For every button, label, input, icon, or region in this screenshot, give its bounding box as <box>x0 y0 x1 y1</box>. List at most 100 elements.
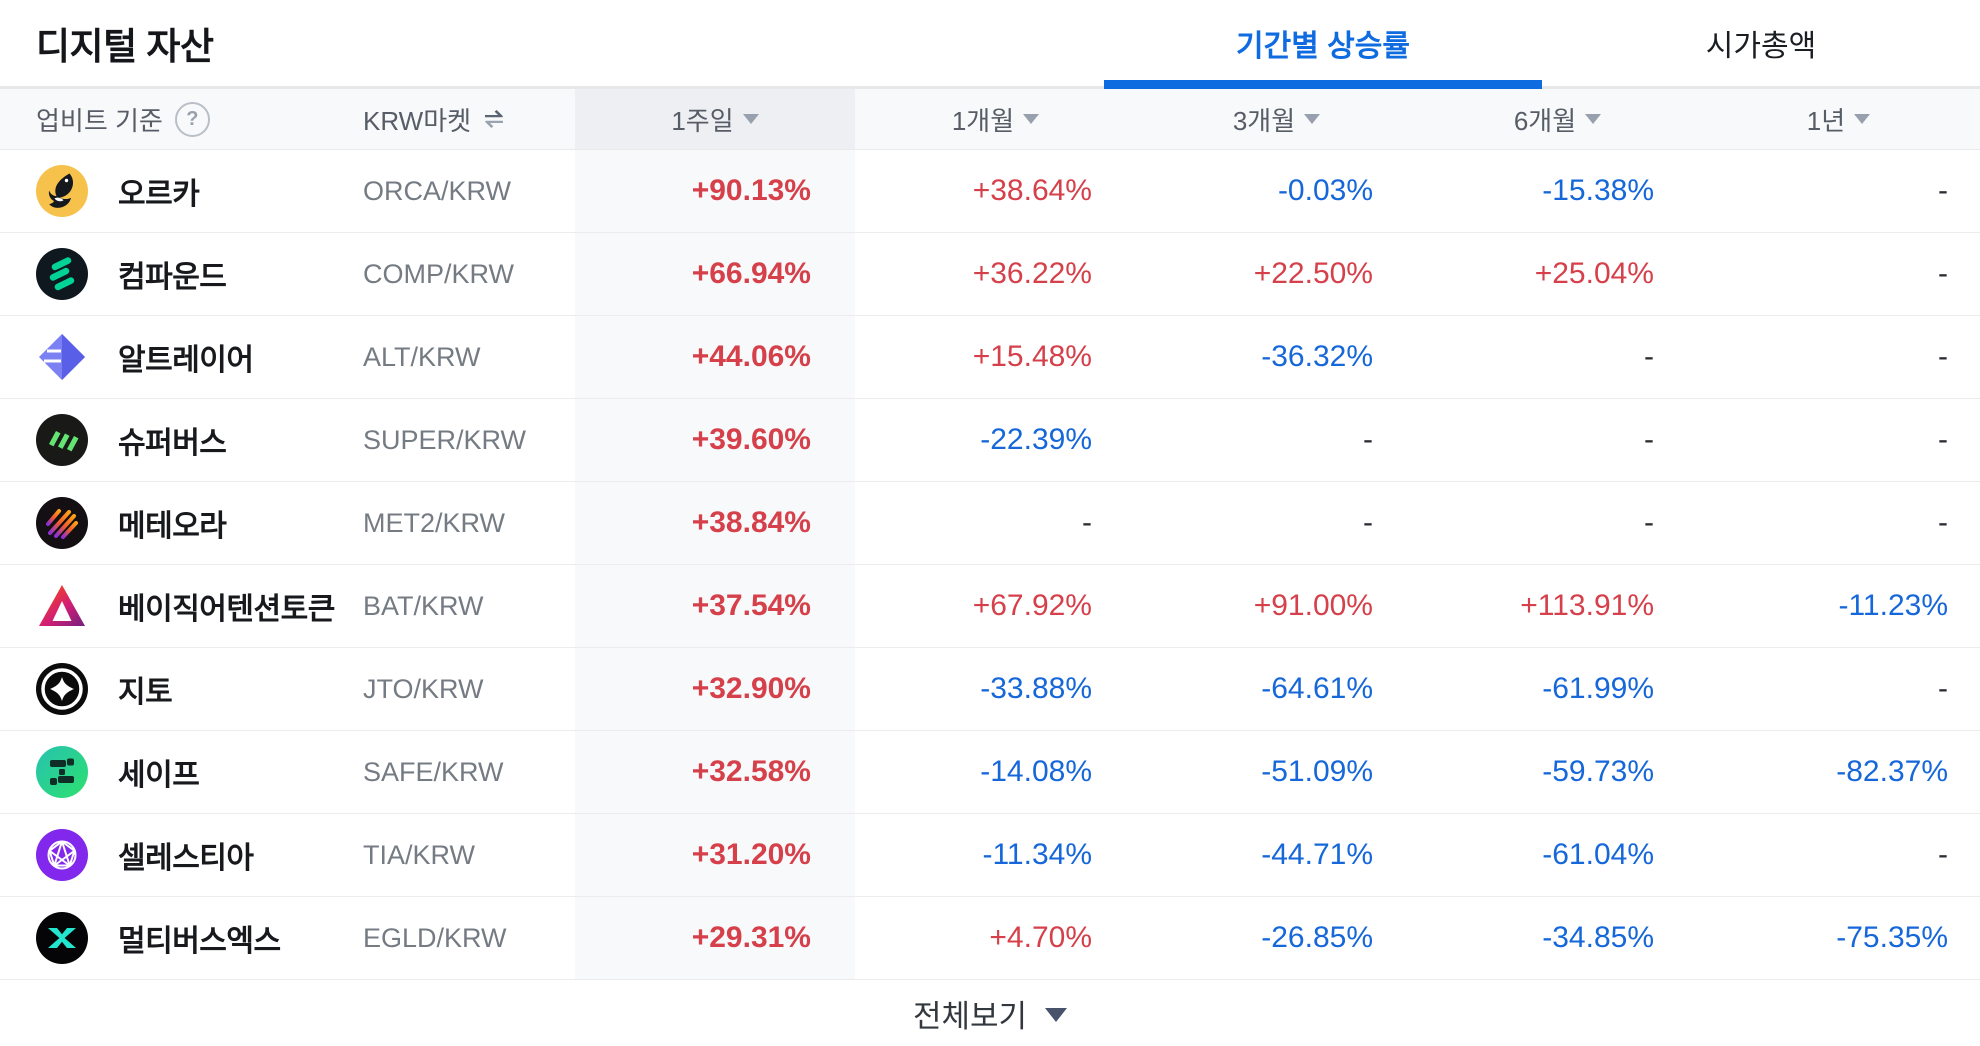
pair-cell: SUPER/KRW <box>355 399 575 481</box>
value-cell: +32.58% <box>575 731 855 813</box>
asset-cell: 세이프 <box>0 731 355 813</box>
pair-label: COMP/KRW <box>363 258 515 289</box>
view-all-label: 전체보기 <box>912 998 1028 1034</box>
col-header-1year-label: 1년 <box>1806 105 1846 136</box>
value-cell: - <box>1938 174 1948 207</box>
asset-cell: 메테오라 <box>0 482 355 564</box>
tab-period-change[interactable]: 기간별 상승률 <box>1104 0 1542 89</box>
asset-row[interactable]: 지토 JTO/KRW +32.90% -33.88% -64.61% -61.99% - <box>0 648 1980 731</box>
asset-cell: 베이직어텐션토큰 <box>0 565 355 647</box>
pair-label: EGLD/KRW <box>363 922 507 953</box>
value-cell: +44.06% <box>575 316 855 398</box>
value-cell: +32.90% <box>575 648 855 730</box>
asset-row[interactable]: 멀티버스엑스 EGLD/KRW +29.31% +4.70% -26.85% -34.… <box>0 897 1980 980</box>
superverse-coin-icon <box>36 414 88 466</box>
page-title: 디지털 자산 <box>36 26 214 67</box>
asset-row[interactable]: 오르카 ORCA/KRW +90.13% +38.64% -0.03% -15.38%… <box>0 150 1980 233</box>
value-cell: -33.88% <box>980 672 1092 705</box>
tab-market-cap-label: 시가총액 <box>1705 30 1817 63</box>
col-header-3month[interactable]: 3개월 <box>1136 89 1417 149</box>
value-cell: - <box>1082 506 1092 539</box>
pair-label: SUPER/KRW <box>363 424 527 455</box>
value-cell: - <box>1363 506 1373 539</box>
value-cell: +22.50% <box>1253 257 1373 290</box>
value-cell: -0.03% <box>1277 174 1373 207</box>
col-header-1month[interactable]: 1개월 <box>855 89 1136 149</box>
coin-name: 슈퍼버스 <box>118 427 227 460</box>
col-header-1week-label: 1주일 <box>671 105 734 136</box>
value-cell: +67.92% <box>972 589 1092 622</box>
value-cell: +15.48% <box>972 340 1092 373</box>
col-header-1month-label: 1개월 <box>951 105 1015 136</box>
value-cell: +38.84% <box>575 482 855 564</box>
value-cell: - <box>1938 423 1948 456</box>
value-cell: - <box>1938 340 1948 373</box>
asset-row[interactable]: 슈퍼버스 SUPER/KRW +39.60% -22.39% - - - <box>0 399 1980 482</box>
asset-cell: 지토 <box>0 648 355 730</box>
value-cell: - <box>1363 423 1373 456</box>
coin-name: 알트레이어 <box>118 344 254 377</box>
value-cell: -61.99% <box>1542 672 1654 705</box>
asset-row[interactable]: 알트레이어 ALT/KRW +44.06% +15.48% -36.32% - - <box>0 316 1980 399</box>
source-label: 업비트 기준 <box>36 105 163 136</box>
pair-cell: COMP/KRW <box>355 233 575 315</box>
view-all-button[interactable]: 전체보기 <box>907 990 1073 1037</box>
col-header-6month[interactable]: 6개월 <box>1417 89 1698 149</box>
celestia-coin-icon <box>36 829 88 881</box>
coin-name: 오르카 <box>118 178 200 211</box>
value-cell: -82.37% <box>1836 755 1948 788</box>
asset-cell: 셀레스티아 <box>0 814 355 896</box>
sort-caret-icon <box>742 114 759 124</box>
asset-cell: 오르카 <box>0 150 355 232</box>
expand-caret-icon <box>1045 1008 1068 1022</box>
swap-sort-icon <box>481 106 507 132</box>
asset-cell: 알트레이어 <box>0 316 355 398</box>
asset-row[interactable]: 컴파운드 COMP/KRW +66.94% +36.22% +22.50% +25.0… <box>0 233 1980 316</box>
header-cell-market[interactable]: KRW마켓 <box>355 89 575 149</box>
pair-label: MET2/KRW <box>363 507 506 538</box>
value-cell: - <box>1938 838 1948 871</box>
market-label: KRW마켓 <box>363 105 472 136</box>
value-cell: +90.13% <box>575 150 855 232</box>
value-cell: +113.91% <box>1520 589 1654 622</box>
header-cell-source: 업비트 기준 ? <box>0 89 355 149</box>
pair-cell: ORCA/KRW <box>355 150 575 232</box>
col-header-1week[interactable]: 1주일 <box>575 89 855 149</box>
value-cell: -22.39% <box>980 423 1092 456</box>
coin-name: 지토 <box>118 676 173 709</box>
tab-market-cap[interactable]: 시가총액 <box>1542 0 1980 86</box>
table-footer: 전체보기 <box>0 980 1980 1046</box>
bat-coin-icon <box>36 580 88 632</box>
value-cell: -61.04% <box>1542 838 1654 871</box>
pair-cell: MET2/KRW <box>355 482 575 564</box>
value-cell: +91.00% <box>1253 589 1373 622</box>
value-cell: +38.64% <box>972 174 1092 207</box>
value-cell: - <box>1644 340 1654 373</box>
asset-row[interactable]: 세이프 SAFE/KRW +32.58% -14.08% -51.09% -59.73… <box>0 731 1980 814</box>
sort-caret-icon <box>1585 114 1602 124</box>
asset-row[interactable]: 베이직어텐션토큰 BAT/KRW +37.54% +67.92% +91.00% +1… <box>0 565 1980 648</box>
sort-caret-icon <box>1023 114 1040 124</box>
pair-label: SAFE/KRW <box>363 756 504 787</box>
value-cell: -11.34% <box>982 838 1092 871</box>
help-icon[interactable]: ? <box>174 101 210 137</box>
asset-row[interactable]: 셀레스티아 TIA/KRW +31.20% -11.34% -44.71% -61.0… <box>0 814 1980 897</box>
value-cell: -26.85% <box>1261 921 1373 954</box>
asset-cell: 컴파운드 <box>0 233 355 315</box>
asset-row[interactable]: 메테오라 MET2/KRW +38.84% - - - - <box>0 482 1980 565</box>
asset-cell: 멀티버스엑스 <box>0 897 355 979</box>
altlayer-coin-icon <box>36 331 88 383</box>
value-cell: - <box>1644 423 1654 456</box>
safe-coin-icon <box>36 746 88 798</box>
value-cell: -75.35% <box>1836 921 1948 954</box>
meteora-coin-icon <box>36 497 88 549</box>
tab-period-change-label: 기간별 상승률 <box>1236 30 1410 63</box>
table-header-row: 업비트 기준 ? KRW마켓 1주일 1개월 3개월 6개월 1년 <box>0 89 1980 150</box>
pair-cell: TIA/KRW <box>355 814 575 896</box>
value-cell: - <box>1938 506 1948 539</box>
col-header-1year[interactable]: 1년 <box>1698 89 1979 149</box>
orca-coin-icon <box>36 165 88 217</box>
coin-name: 셀레스티아 <box>118 842 254 875</box>
jito-coin-icon <box>36 663 88 715</box>
